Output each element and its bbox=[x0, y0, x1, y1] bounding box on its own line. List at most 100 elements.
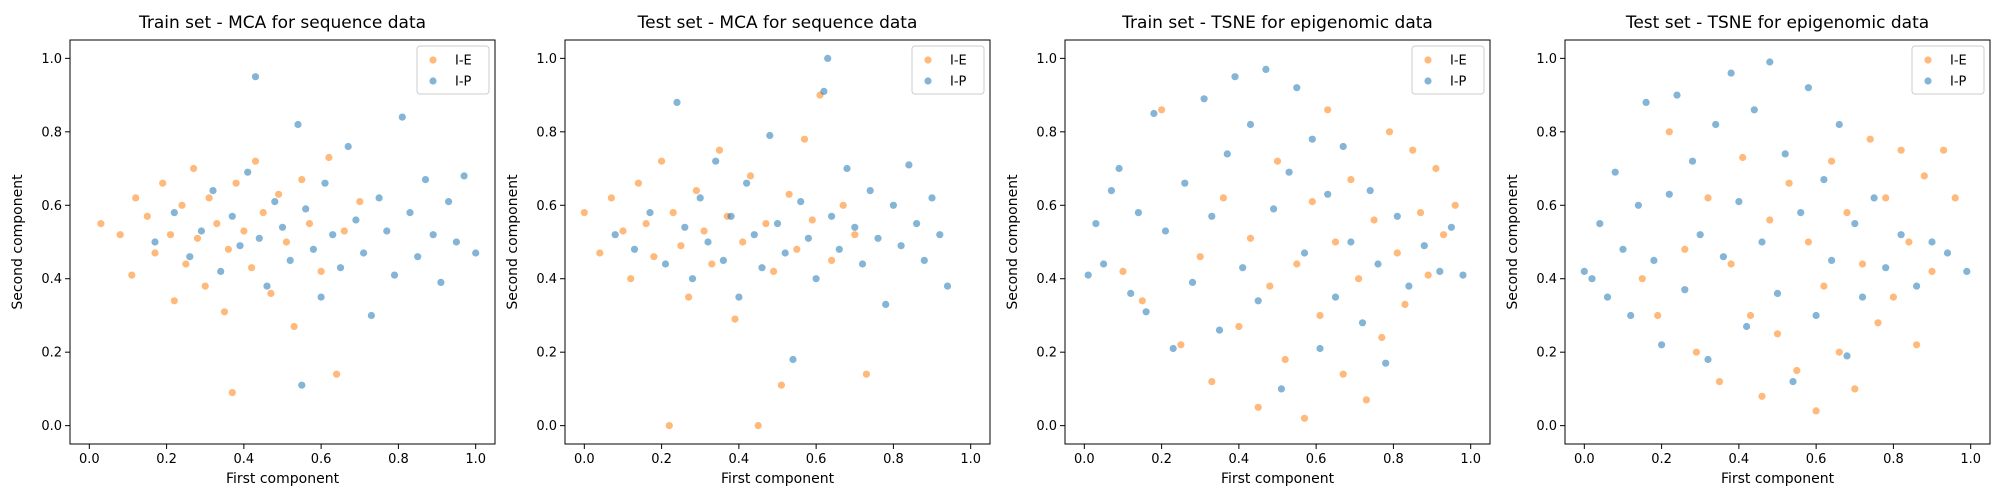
legend-label-I-P: I-P bbox=[1950, 75, 1967, 90]
x-tick-label: 0.0 bbox=[1074, 452, 1095, 467]
data-point-I-P-36 bbox=[445, 198, 453, 206]
data-point-I-P-23 bbox=[344, 142, 352, 151]
data-point-I-E-16 bbox=[220, 308, 229, 316]
data-point-I-P-41 bbox=[1928, 238, 1936, 246]
subplot-3: Train set - TSNE for epigenomic data 0.0 0… bbox=[1000, 0, 1500, 500]
y-tick-label: 0.0 bbox=[1036, 419, 1057, 434]
y-tick-label: 0.2 bbox=[536, 346, 557, 361]
data-point-I-E-1 bbox=[1654, 311, 1662, 320]
data-point-I-E-32 bbox=[1440, 231, 1448, 239]
data-point-I-P-15 bbox=[758, 264, 766, 272]
data-point-I-P-3 bbox=[1603, 293, 1612, 301]
data-point-I-P-17 bbox=[773, 220, 782, 228]
data-point-I-P-0 bbox=[1084, 271, 1092, 279]
data-point-I-E-17 bbox=[1820, 282, 1828, 290]
data-point-I-P-9 bbox=[1650, 256, 1658, 264]
x-tick-label: 0.6 bbox=[1806, 452, 1827, 467]
points-layer bbox=[1580, 58, 1971, 415]
data-point-I-P-22 bbox=[1750, 106, 1758, 114]
legend: I-E I-P bbox=[1411, 45, 1485, 95]
subplot-4: Test set - TSNE for epigenomic data 0.0 0.… bbox=[1500, 0, 2000, 500]
data-point-I-P-22 bbox=[812, 275, 820, 283]
data-point-I-P-12 bbox=[1188, 278, 1197, 286]
data-point-I-E-2 bbox=[1158, 106, 1166, 114]
data-point-I-P-15 bbox=[1696, 231, 1704, 239]
data-point-I-P-16 bbox=[298, 381, 306, 389]
x-tick-label: 0.8 bbox=[1383, 452, 1404, 467]
data-point-I-P-38 bbox=[1882, 264, 1890, 272]
y-tick-label: 0.4 bbox=[536, 272, 557, 287]
data-point-I-P-11 bbox=[1665, 190, 1673, 198]
data-point-I-P-6 bbox=[1134, 209, 1142, 217]
data-point-I-P-8 bbox=[1150, 109, 1158, 118]
data-point-I-E-2 bbox=[607, 194, 615, 202]
data-point-I-P-39 bbox=[1420, 242, 1428, 250]
data-point-I-E-10 bbox=[182, 260, 190, 268]
data-point-I-P-5 bbox=[681, 223, 689, 231]
points-layer bbox=[97, 73, 480, 397]
x-axis-label: First component bbox=[721, 471, 835, 487]
subplot-2: Test set - MCA for sequence data 0.0 0.2 0.… bbox=[500, 0, 1000, 500]
data-point-I-P-25 bbox=[1293, 84, 1301, 92]
data-point-I-E-7 bbox=[166, 231, 175, 239]
data-point-I-P-35 bbox=[905, 161, 913, 169]
data-point-I-E-5 bbox=[1208, 378, 1216, 386]
legend-marker-I-E bbox=[429, 56, 437, 64]
data-point-I-P-28 bbox=[1316, 344, 1324, 353]
data-point-I-E-21 bbox=[754, 422, 762, 430]
data-point-I-E-15 bbox=[708, 260, 716, 268]
data-point-I-P-7 bbox=[696, 194, 704, 202]
data-point-I-E-14 bbox=[700, 227, 708, 235]
data-point-I-E-3 bbox=[1681, 245, 1689, 253]
data-point-I-P-20 bbox=[797, 198, 805, 206]
data-point-I-P-30 bbox=[866, 187, 874, 195]
data-point-I-E-31 bbox=[325, 153, 333, 162]
data-point-I-P-1 bbox=[630, 245, 639, 253]
data-point-I-E-12 bbox=[685, 293, 693, 301]
data-point-I-P-29 bbox=[858, 260, 867, 268]
data-point-I-P-15 bbox=[1215, 326, 1224, 334]
data-point-I-E-30 bbox=[317, 267, 325, 275]
data-point-I-E-0 bbox=[1638, 275, 1646, 283]
data-point-I-P-8 bbox=[244, 168, 252, 176]
data-point-I-P-2 bbox=[1100, 260, 1108, 268]
data-point-I-P-13 bbox=[1681, 286, 1689, 294]
y-axis-label: Second component bbox=[1005, 174, 1021, 310]
data-point-I-P-37 bbox=[452, 238, 460, 246]
data-point-I-P-13 bbox=[1200, 95, 1208, 103]
data-point-I-E-26 bbox=[1393, 249, 1401, 257]
data-point-I-P-14 bbox=[750, 231, 758, 239]
data-point-I-E-33 bbox=[1951, 194, 1959, 202]
data-point-I-E-28 bbox=[1905, 238, 1913, 246]
chart-title: Test set - MCA for sequence data bbox=[637, 13, 918, 33]
data-point-I-E-15 bbox=[1804, 238, 1812, 246]
data-point-I-E-22 bbox=[762, 220, 770, 228]
data-point-I-P-13 bbox=[278, 223, 287, 231]
data-point-I-E-16 bbox=[1316, 311, 1324, 320]
data-point-I-P-34 bbox=[1366, 187, 1374, 195]
data-point-I-E-12 bbox=[193, 234, 202, 242]
data-point-I-P-30 bbox=[398, 113, 406, 121]
data-point-I-E-21 bbox=[248, 264, 256, 272]
y-tick-label: 1.0 bbox=[1036, 52, 1057, 67]
data-point-I-P-0 bbox=[611, 231, 619, 239]
data-point-I-P-14 bbox=[286, 256, 294, 264]
axes-frame bbox=[1564, 39, 1991, 445]
data-point-I-P-33 bbox=[889, 201, 897, 209]
data-point-I-E-20 bbox=[746, 172, 755, 180]
data-point-I-P-1 bbox=[170, 209, 178, 217]
data-point-I-P-20 bbox=[321, 179, 329, 187]
data-point-I-P-33 bbox=[421, 176, 430, 184]
x-tick-label: 0.4 bbox=[1729, 452, 1750, 467]
data-point-I-P-28 bbox=[1797, 209, 1805, 217]
data-point-I-P-7 bbox=[1142, 308, 1150, 316]
data-point-I-E-20 bbox=[1347, 176, 1355, 184]
data-point-I-P-27 bbox=[375, 194, 383, 202]
data-point-I-E-2 bbox=[128, 271, 136, 279]
data-point-I-P-38 bbox=[460, 172, 468, 180]
data-point-I-E-0 bbox=[580, 209, 588, 217]
y-tick-label: 1.0 bbox=[536, 52, 557, 67]
data-point-I-E-22 bbox=[1362, 396, 1370, 404]
data-point-I-E-22 bbox=[1858, 260, 1867, 268]
data-point-I-E-15 bbox=[213, 220, 221, 228]
